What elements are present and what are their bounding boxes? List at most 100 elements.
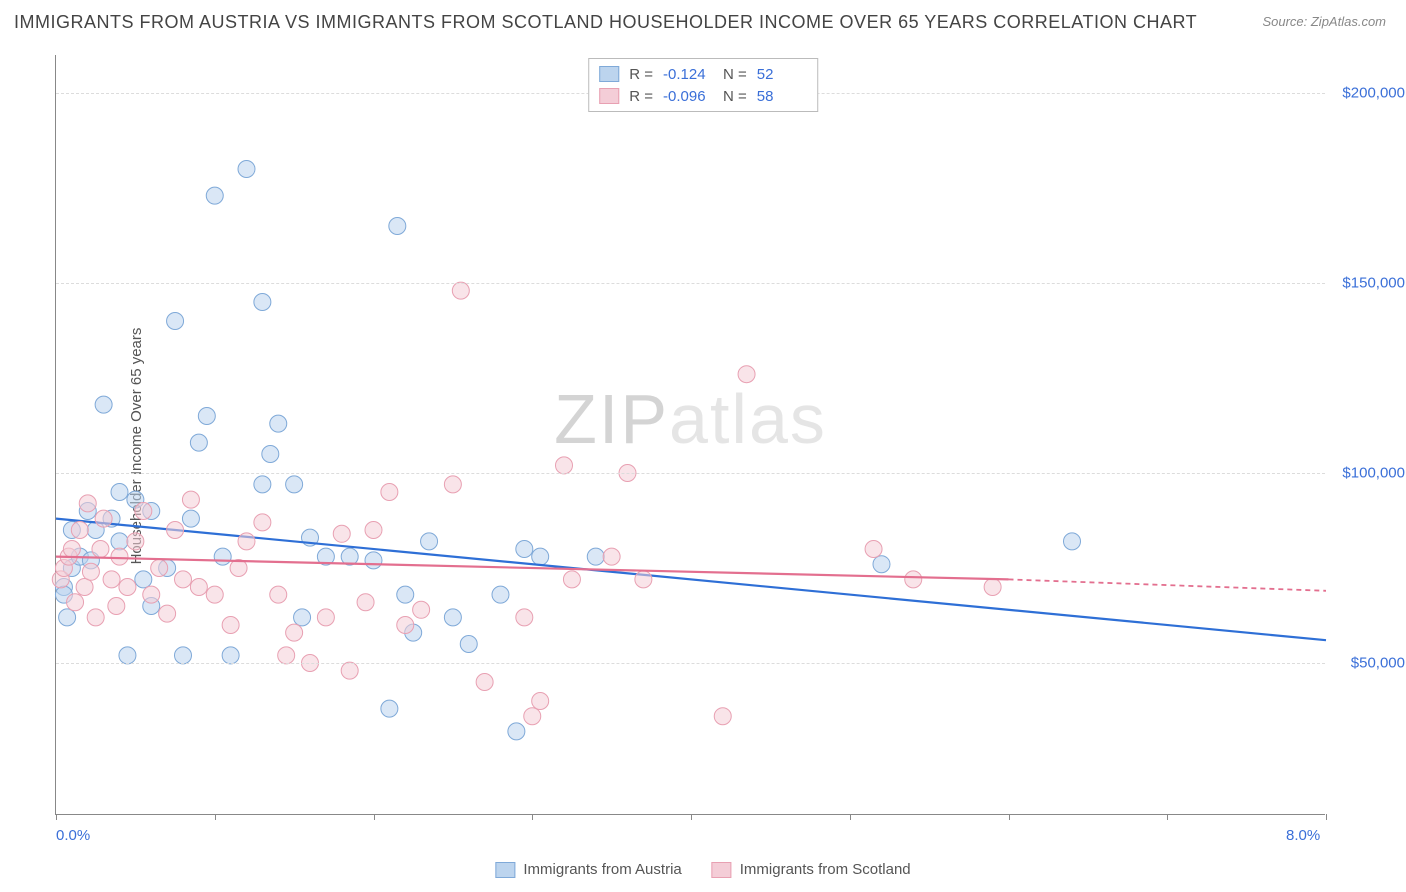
data-point [238, 161, 255, 178]
correlation-legend: R =-0.124N =52R =-0.096N =58 [588, 58, 818, 112]
legend-label: Immigrants from Scotland [740, 861, 911, 878]
data-point [1064, 533, 1081, 550]
y-tick-label: $100,000 [1335, 465, 1405, 482]
data-point [143, 586, 160, 603]
data-point [294, 609, 311, 626]
legend-swatch [712, 862, 732, 878]
legend-swatch [599, 88, 619, 104]
data-point [738, 366, 755, 383]
data-point [63, 541, 80, 558]
r-label: R = [629, 66, 653, 83]
data-point [76, 579, 93, 596]
chart-title: IMMIGRANTS FROM AUSTRIA VS IMMIGRANTS FR… [14, 12, 1197, 33]
data-point [206, 187, 223, 204]
data-point [71, 522, 88, 539]
data-point [190, 579, 207, 596]
data-point [389, 218, 406, 235]
n-label: N = [723, 88, 747, 105]
data-point [206, 586, 223, 603]
n-value: 58 [757, 88, 807, 105]
plot-area: ZIPatlas $50,000$100,000$150,000$200,000… [55, 55, 1325, 815]
data-point [905, 571, 922, 588]
data-point [254, 514, 271, 531]
data-point [532, 548, 549, 565]
data-point [262, 446, 279, 463]
n-value: 52 [757, 66, 807, 83]
chart-container: IMMIGRANTS FROM AUSTRIA VS IMMIGRANTS FR… [0, 0, 1406, 892]
data-point [108, 598, 125, 615]
x-tick [691, 814, 692, 820]
data-point [365, 552, 382, 569]
source-attribution: Source: ZipAtlas.com [1262, 14, 1386, 29]
y-tick-label: $150,000 [1335, 275, 1405, 292]
data-point [135, 503, 152, 520]
data-point [190, 434, 207, 451]
data-point [286, 476, 303, 493]
data-point [984, 579, 1001, 596]
data-point [95, 396, 112, 413]
data-point [59, 609, 76, 626]
data-point [182, 510, 199, 527]
data-point [492, 586, 509, 603]
x-tick-label: 0.0% [56, 827, 90, 844]
data-point [67, 594, 84, 611]
y-tick-label: $200,000 [1335, 85, 1405, 102]
data-point [508, 723, 525, 740]
data-point [587, 548, 604, 565]
data-point [103, 571, 120, 588]
data-point [182, 491, 199, 508]
n-label: N = [723, 66, 747, 83]
data-point [127, 533, 144, 550]
data-point [524, 708, 541, 725]
data-point [381, 700, 398, 717]
chart-svg [56, 55, 1325, 814]
data-point [238, 533, 255, 550]
legend-row: R =-0.124N =52 [599, 63, 807, 85]
data-point [365, 522, 382, 539]
data-point [87, 609, 104, 626]
data-point [444, 609, 461, 626]
legend-label: Immigrants from Austria [523, 861, 681, 878]
data-point [82, 563, 99, 580]
data-point [119, 579, 136, 596]
series-legend: Immigrants from Austria Immigrants from S… [495, 861, 910, 878]
data-point [111, 548, 128, 565]
data-point [381, 484, 398, 501]
data-point [222, 647, 239, 664]
data-point [317, 609, 334, 626]
r-label: R = [629, 88, 653, 105]
data-point [635, 571, 652, 588]
data-point [270, 415, 287, 432]
data-point [254, 294, 271, 311]
legend-swatch [495, 862, 515, 878]
data-point [333, 525, 350, 542]
gridline-h [56, 283, 1325, 284]
data-point [714, 708, 731, 725]
x-tick [1009, 814, 1010, 820]
data-point [111, 484, 128, 501]
data-point [175, 571, 192, 588]
data-point [460, 636, 477, 653]
data-point [119, 647, 136, 664]
data-point [873, 556, 890, 573]
trend-line-extrapolated [1009, 579, 1327, 590]
x-tick [532, 814, 533, 820]
data-point [278, 647, 295, 664]
data-point [413, 601, 430, 618]
data-point [421, 533, 438, 550]
gridline-h [56, 663, 1325, 664]
data-point [286, 624, 303, 641]
data-point [341, 662, 358, 679]
data-point [397, 586, 414, 603]
data-point [214, 548, 231, 565]
data-point [603, 548, 620, 565]
data-point [159, 605, 176, 622]
data-point [452, 282, 469, 299]
x-tick-label: 8.0% [1286, 827, 1320, 844]
x-tick [374, 814, 375, 820]
data-point [397, 617, 414, 634]
data-point [556, 457, 573, 474]
legend-item: Immigrants from Austria [495, 861, 681, 878]
data-point [135, 571, 152, 588]
x-tick [1326, 814, 1327, 820]
